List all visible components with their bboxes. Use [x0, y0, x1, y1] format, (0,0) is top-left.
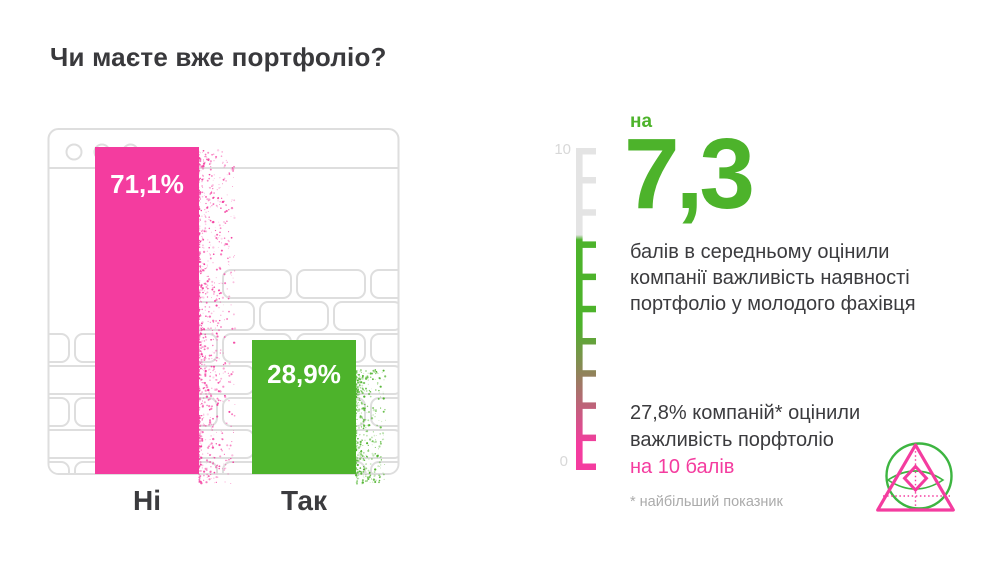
ruler-tick	[582, 148, 596, 155]
green-spray-texture	[354, 369, 387, 485]
secondary-stat-line: 27,8% компаній* оцінили	[630, 402, 861, 424]
ruler-tick	[582, 241, 596, 248]
ruler-tick	[582, 402, 596, 409]
bar-value-label: 28,9%	[267, 359, 341, 389]
ruler-tick	[582, 209, 596, 216]
ruler-min-label: 0	[560, 453, 568, 470]
logo-diamond	[902, 464, 929, 493]
stat-description-line: портфоліо у молодого фахівця	[630, 293, 916, 315]
ruler-max-label: 10	[554, 141, 571, 158]
ruler-tick	[582, 177, 596, 184]
ruler-tick	[582, 338, 596, 345]
ruler-tick	[582, 463, 596, 470]
pink-spray-texture	[197, 149, 237, 485]
ruler-tick	[582, 434, 596, 442]
category-label-tak: Так	[281, 485, 328, 516]
eye-pyramid-logo	[876, 442, 955, 512]
stat-prefix: на	[630, 111, 653, 132]
ruler-tick	[582, 273, 596, 281]
stat-description-line: компанії важливість наявності	[630, 267, 910, 289]
secondary-stat: 27,8% компаній* оцінили важливість порфт…	[630, 400, 860, 481]
bar-value-label: 71,1%	[110, 169, 184, 199]
footnote: * найбільший показник	[630, 494, 783, 510]
category-label-ni: Ні	[133, 485, 161, 516]
stat-big-number: 7,3	[624, 118, 755, 230]
stat-description-line: балів в середньому оцінили	[630, 241, 890, 263]
score-ruler: 10 0	[554, 141, 596, 470]
bar-ni	[95, 147, 199, 474]
bar-chart: 71,1% 28,9% Ні Так	[47, 128, 400, 516]
ruler-tick	[582, 305, 596, 313]
page-title: Чи маєте вже портфоліо?	[50, 42, 387, 72]
secondary-stat-line: важливість порфтоліо	[630, 429, 834, 451]
bar-tak	[252, 340, 356, 474]
logo-triangle	[876, 443, 955, 512]
secondary-stat-highlight: на 10 балів	[630, 456, 735, 478]
ruler-tick	[582, 370, 596, 377]
stat-description: балів в середньому оцінили компанії важл…	[630, 239, 916, 317]
logo-eye	[886, 470, 945, 490]
ruler-marks	[576, 148, 596, 470]
window-control-icon	[65, 143, 83, 161]
